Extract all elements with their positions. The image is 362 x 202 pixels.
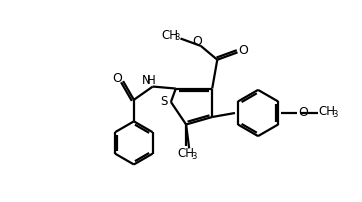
- Text: O: O: [113, 72, 123, 85]
- Text: O: O: [193, 35, 203, 48]
- Text: 3: 3: [191, 152, 197, 161]
- Text: CH: CH: [319, 105, 336, 118]
- Text: CH: CH: [161, 29, 178, 42]
- Text: 3: 3: [175, 33, 180, 42]
- Text: O: O: [298, 106, 308, 120]
- Text: N: N: [142, 74, 150, 87]
- Text: CH: CH: [178, 147, 195, 160]
- Text: H: H: [147, 74, 156, 87]
- Text: O: O: [238, 44, 248, 57]
- Text: S: S: [160, 96, 168, 108]
- Text: 3: 3: [332, 110, 338, 119]
